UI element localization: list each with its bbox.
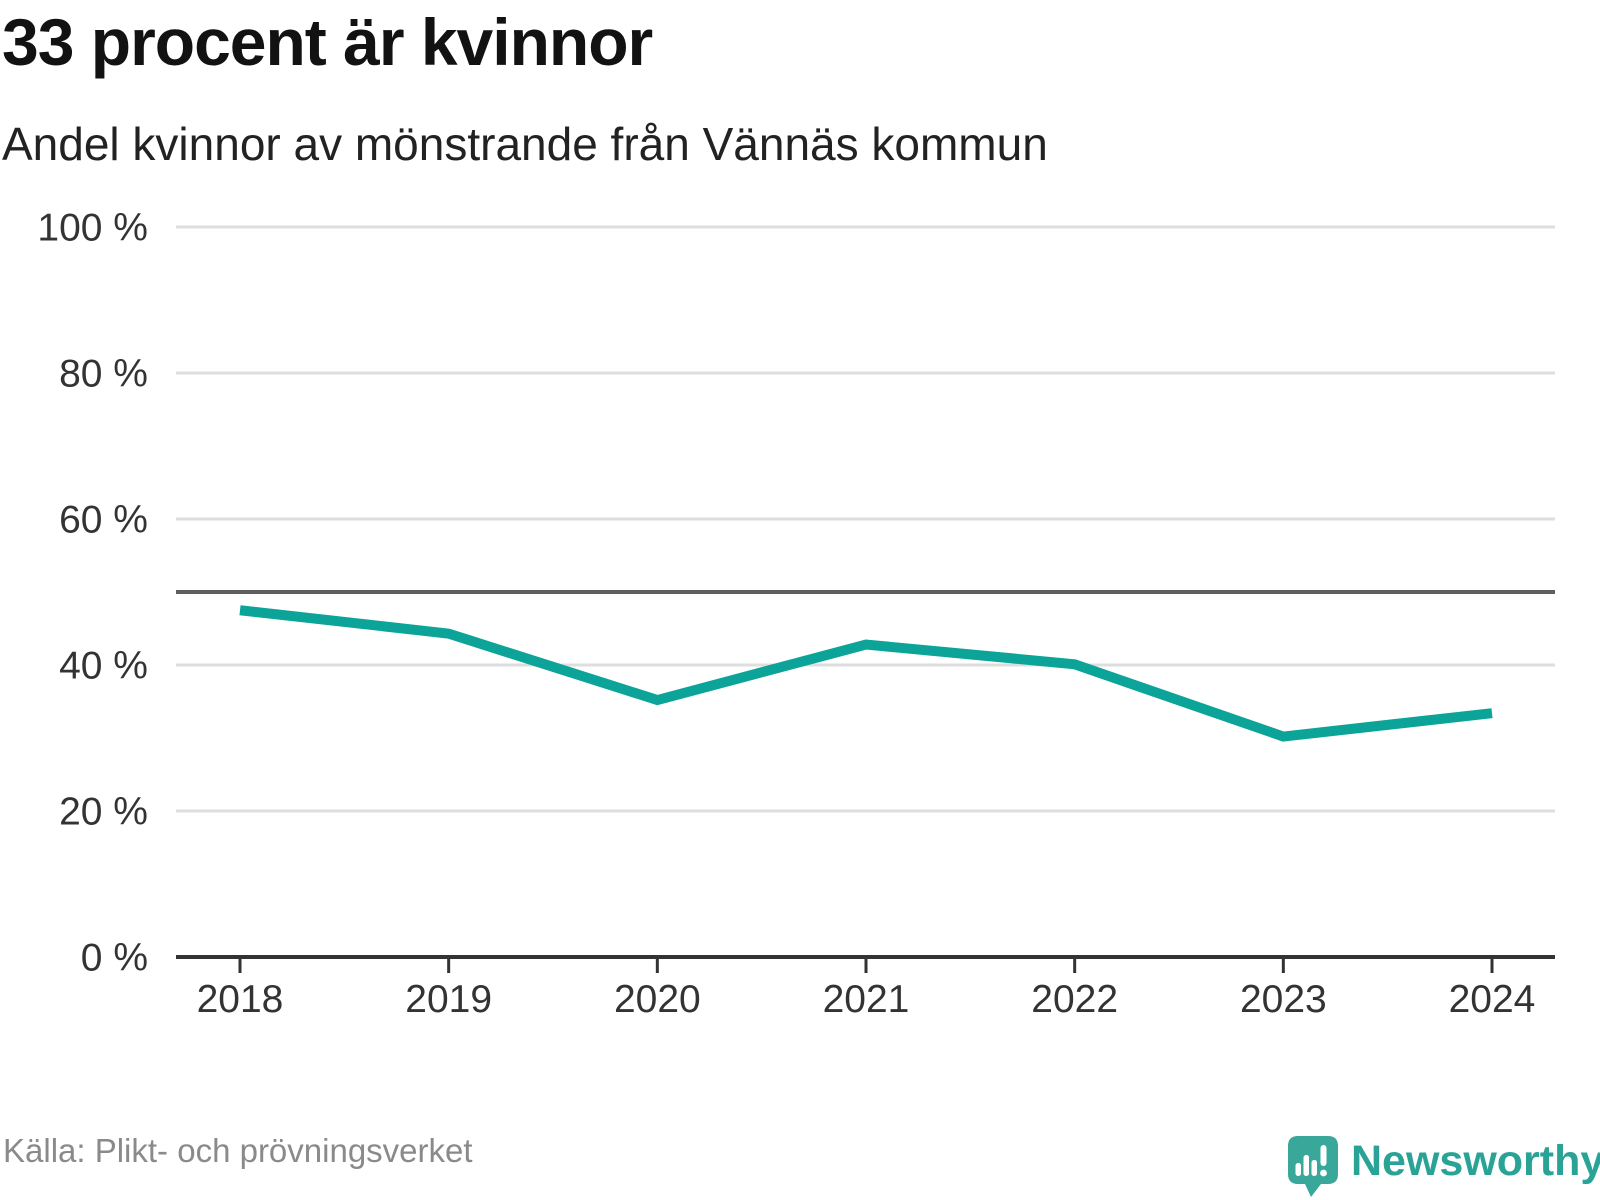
x-tick-label-2021: 2021 (823, 978, 910, 1021)
source-note: Källa: Plikt- och prövningsverket (3, 1132, 473, 1169)
data-line-series (239, 605, 1493, 742)
page-title: 33 procent är kvinnor (2, 5, 653, 79)
x-tick-label-2020: 2020 (614, 978, 701, 1021)
x-tick-label-2022: 2022 (1031, 978, 1118, 1021)
x-tick-label-2018: 2018 (197, 978, 284, 1021)
y-tick-label-100: 100 % (37, 207, 148, 250)
y-tick-label-40: 40 % (59, 645, 148, 688)
chart-subtitle: Andel kvinnor av mönstrande från Vännäs … (2, 118, 1048, 170)
y-tick-label-60: 60 % (59, 499, 148, 542)
x-tick-label-2024: 2024 (1449, 978, 1536, 1021)
speech-bubble-bar-chart-icon (1288, 1136, 1338, 1197)
brand-name: Newsworthy (1351, 1137, 1600, 1185)
brand-logo: Newsworthy (1288, 1136, 1600, 1198)
x-tick-label-2023: 2023 (1240, 978, 1327, 1021)
y-tick-label-20: 20 % (59, 791, 148, 834)
y-tick-label-80: 80 % (59, 353, 148, 396)
x-tick-label-2019: 2019 (405, 978, 492, 1021)
y-tick-label-0: 0 % (81, 937, 148, 980)
